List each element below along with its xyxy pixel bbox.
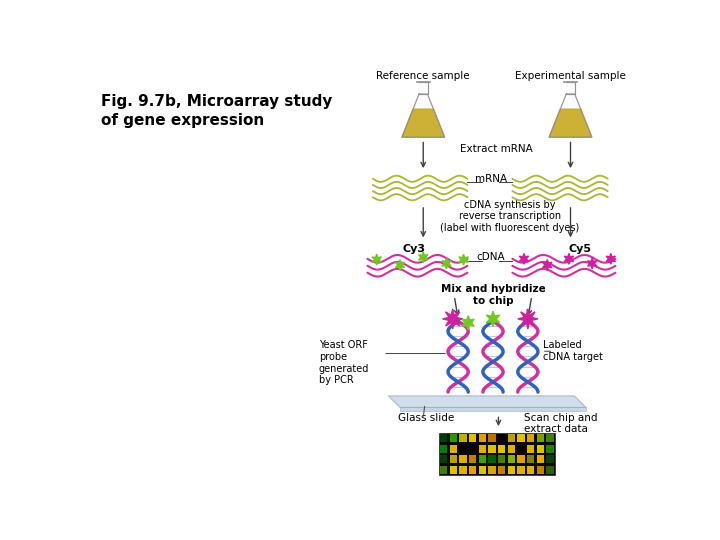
- Polygon shape: [518, 309, 538, 329]
- Bar: [527, 444, 534, 453]
- Bar: [479, 434, 486, 442]
- Bar: [527, 434, 534, 442]
- Polygon shape: [459, 254, 468, 265]
- Polygon shape: [588, 258, 597, 269]
- Polygon shape: [388, 396, 586, 408]
- Text: Scan chip and
extract data: Scan chip and extract data: [524, 413, 598, 435]
- Polygon shape: [418, 252, 428, 262]
- Polygon shape: [549, 109, 592, 137]
- Bar: [546, 455, 554, 463]
- Polygon shape: [443, 309, 463, 329]
- Bar: [449, 434, 457, 442]
- Text: cDNA synthesis by
reverse transcription
(label with fluorescent dyes): cDNA synthesis by reverse transcription …: [441, 200, 580, 233]
- Bar: [469, 434, 477, 442]
- Bar: [498, 444, 505, 453]
- Text: Labeled
cDNA target: Labeled cDNA target: [544, 340, 603, 362]
- Text: Experimental sample: Experimental sample: [515, 71, 626, 81]
- Text: cDNA: cDNA: [477, 252, 505, 262]
- Bar: [488, 455, 495, 463]
- Bar: [449, 444, 457, 453]
- Polygon shape: [395, 260, 405, 271]
- Text: Fig. 9.7b, Microarray study
of gene expression: Fig. 9.7b, Microarray study of gene expr…: [101, 94, 332, 127]
- Bar: [508, 444, 515, 453]
- Polygon shape: [372, 254, 382, 265]
- Bar: [488, 434, 495, 442]
- Polygon shape: [606, 253, 616, 264]
- Polygon shape: [543, 260, 552, 271]
- Polygon shape: [442, 258, 451, 269]
- Bar: [459, 444, 467, 453]
- Bar: [440, 434, 447, 442]
- Text: Cy5: Cy5: [568, 244, 591, 254]
- Bar: [498, 434, 505, 442]
- Bar: [508, 455, 515, 463]
- Bar: [459, 455, 467, 463]
- Bar: [527, 455, 534, 463]
- Text: Glass slide: Glass slide: [398, 413, 455, 423]
- Bar: [546, 466, 554, 474]
- Bar: [518, 434, 525, 442]
- Polygon shape: [400, 408, 586, 411]
- Polygon shape: [566, 82, 575, 94]
- Bar: [498, 455, 505, 463]
- Polygon shape: [549, 94, 592, 137]
- Bar: [527, 466, 534, 474]
- Bar: [518, 466, 525, 474]
- Text: Extract mRNA: Extract mRNA: [461, 144, 534, 154]
- Bar: [440, 466, 447, 474]
- Bar: [479, 455, 486, 463]
- Bar: [546, 444, 554, 453]
- Bar: [537, 455, 544, 463]
- Polygon shape: [486, 311, 500, 327]
- Bar: [438, 433, 555, 475]
- Bar: [479, 444, 486, 453]
- Polygon shape: [462, 316, 474, 330]
- Bar: [459, 466, 467, 474]
- Polygon shape: [419, 82, 428, 94]
- Bar: [508, 466, 515, 474]
- Bar: [459, 434, 467, 442]
- Bar: [449, 455, 457, 463]
- Bar: [488, 466, 495, 474]
- Bar: [488, 444, 495, 453]
- Polygon shape: [402, 94, 444, 137]
- Text: Mix and hybridize
to chip: Mix and hybridize to chip: [441, 284, 545, 306]
- Bar: [537, 444, 544, 453]
- Bar: [537, 434, 544, 442]
- Bar: [479, 466, 486, 474]
- Bar: [469, 466, 477, 474]
- Text: mRNA: mRNA: [474, 174, 507, 184]
- Bar: [440, 455, 447, 463]
- Bar: [449, 466, 457, 474]
- Bar: [469, 444, 477, 453]
- Bar: [546, 434, 554, 442]
- Polygon shape: [564, 253, 574, 264]
- Polygon shape: [519, 253, 528, 264]
- Bar: [508, 434, 515, 442]
- Bar: [537, 466, 544, 474]
- Bar: [498, 466, 505, 474]
- Text: Cy3: Cy3: [402, 244, 426, 254]
- Bar: [469, 455, 477, 463]
- Polygon shape: [402, 109, 444, 137]
- Bar: [440, 444, 447, 453]
- Text: Reference sample: Reference sample: [377, 71, 470, 81]
- Bar: [518, 444, 525, 453]
- Bar: [518, 455, 525, 463]
- Text: Yeast ORF
probe
generated
by PCR: Yeast ORF probe generated by PCR: [319, 340, 369, 385]
